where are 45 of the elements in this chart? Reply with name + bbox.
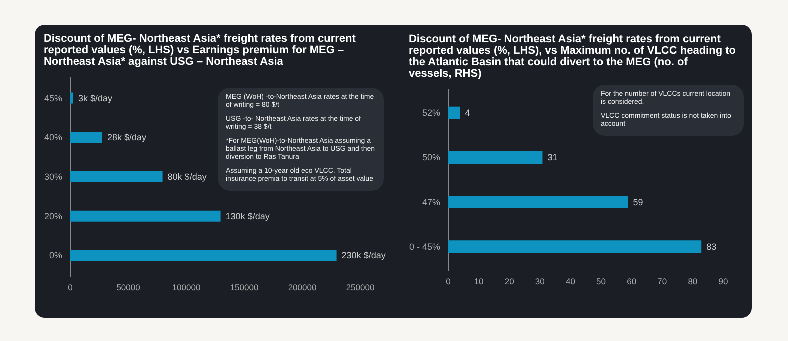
x-tick-label: 100000 xyxy=(172,282,201,292)
y-tick-label: 52% xyxy=(422,108,440,118)
y-tick-label: 40% xyxy=(44,132,62,143)
x-tick-label: 80 xyxy=(688,276,698,286)
bar xyxy=(70,171,163,183)
y-tick-label: 50% xyxy=(422,152,440,163)
y-tick-label: 30% xyxy=(44,172,62,182)
bar xyxy=(70,92,74,104)
x-tick-label: 90 xyxy=(718,276,728,286)
bar xyxy=(448,196,628,209)
data-label: 3k $/day xyxy=(78,93,113,104)
x-tick-label: 0 xyxy=(68,282,74,292)
bar xyxy=(448,151,543,164)
chart-title: Discount of MEG- Northeast Asia* freight rates from current reported values (%, LHS) vs Earnings premium for MEG – Northeast Asia* against USG – Northeast Asia xyxy=(44,33,356,68)
y-tick-label: 0 - 45% xyxy=(409,242,440,252)
bar xyxy=(448,106,460,120)
bar xyxy=(70,132,102,144)
data-label: 28k $/day xyxy=(107,132,148,143)
data-label: 59 xyxy=(633,197,644,208)
x-tick-label: 30 xyxy=(535,276,546,286)
x-tick-label: 150000 xyxy=(230,282,259,292)
bar xyxy=(448,240,702,254)
x-tick-label: 40 xyxy=(566,276,576,286)
x-tick-label: 200000 xyxy=(288,282,317,292)
y-tick-label: 20% xyxy=(44,211,62,222)
x-tick-label: 50000 xyxy=(116,282,141,292)
data-label: 130k $/day xyxy=(226,211,270,222)
data-label: 83 xyxy=(706,242,717,252)
x-tick-label: 70 xyxy=(658,276,668,286)
bar xyxy=(70,250,337,262)
x-tick-label: 20 xyxy=(504,276,515,286)
data-label: 80k $/day xyxy=(168,172,208,182)
data-label: 31 xyxy=(548,152,558,163)
x-tick-label: 0 xyxy=(446,276,452,286)
y-tick-label: 45% xyxy=(44,93,62,104)
chart-title: Discount of MEG- Northeast Asia* freight rates from current reported values (%, LHS), vs Maximum no. of VLCC heading to the Atlantic Basin that could divert to the MEG (no. of vessels, RHS) xyxy=(408,34,736,80)
x-tick-label: 50 xyxy=(596,276,606,286)
bar xyxy=(70,210,221,222)
y-tick-label: 47% xyxy=(422,197,440,208)
data-label: 4 xyxy=(465,108,470,118)
x-tick-label: 250000 xyxy=(346,282,375,292)
y-tick-label: 0% xyxy=(49,250,62,261)
x-tick-label: 10 xyxy=(474,276,484,286)
data-label: 230k $/day xyxy=(342,250,386,261)
x-tick-label: 60 xyxy=(627,276,637,286)
